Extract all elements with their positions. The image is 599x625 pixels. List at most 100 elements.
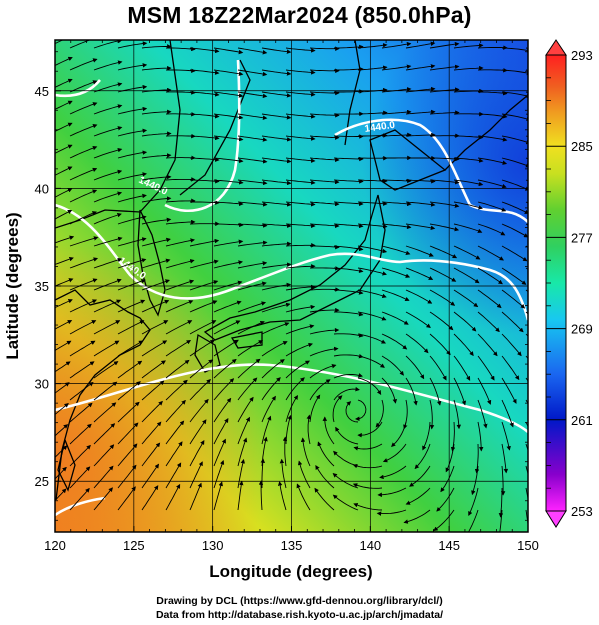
streamline <box>501 377 517 404</box>
streamline <box>405 487 431 505</box>
streamline <box>189 419 207 445</box>
streamline <box>261 241 292 247</box>
streamline <box>501 223 528 238</box>
streamline <box>381 223 412 230</box>
streamline <box>332 494 359 511</box>
streamline <box>213 300 242 313</box>
streamline <box>405 355 425 380</box>
streamline <box>261 179 292 186</box>
streamline <box>69 145 98 159</box>
streamline <box>282 436 288 467</box>
streamline <box>477 333 498 357</box>
x-axis-label: Longitude (degrees) <box>209 562 372 581</box>
streamline <box>277 481 287 511</box>
streamline <box>501 443 509 474</box>
streamline <box>381 267 411 278</box>
streamline <box>55 340 72 352</box>
streamline <box>500 465 506 496</box>
streamline <box>213 179 244 185</box>
streamline <box>333 353 364 359</box>
streamline <box>422 421 431 451</box>
contour-sw <box>55 496 106 517</box>
streamline <box>440 465 455 493</box>
streamline <box>237 340 264 357</box>
streamline <box>213 113 244 120</box>
streamline <box>69 320 97 335</box>
streamline <box>117 41 148 49</box>
streamline <box>501 399 514 428</box>
contour-1440 <box>55 203 528 321</box>
streamline <box>405 201 436 207</box>
streamline <box>237 201 268 207</box>
streamline <box>445 443 455 473</box>
streamline <box>405 179 436 184</box>
streamline <box>429 245 458 259</box>
streamline <box>335 426 359 445</box>
streamline <box>93 299 122 313</box>
streamline <box>117 193 147 203</box>
streamline <box>405 333 429 354</box>
streamline <box>237 320 265 335</box>
credit-data: Data from http://database.rish.kyoto-u.a… <box>155 609 444 621</box>
streamline <box>141 360 166 379</box>
streamline <box>55 466 67 480</box>
streamline <box>213 69 244 76</box>
streamline <box>285 47 316 53</box>
streamline <box>117 422 139 445</box>
streamline <box>477 113 508 119</box>
streamline <box>375 399 384 428</box>
streamline <box>453 267 480 284</box>
streamline <box>93 465 114 489</box>
streamline <box>69 402 93 423</box>
coastline-honshu <box>203 194 386 341</box>
streamline <box>405 377 418 406</box>
streamline <box>55 144 73 154</box>
streamline <box>166 68 196 74</box>
streamline <box>189 179 220 184</box>
streamline <box>237 223 268 228</box>
streamline <box>429 110 460 115</box>
streamline <box>93 169 123 181</box>
streamline <box>189 359 214 379</box>
streamline <box>376 509 407 516</box>
streamline <box>165 359 190 379</box>
streamline <box>93 212 122 225</box>
streamline <box>69 167 98 181</box>
streamline <box>353 443 383 451</box>
streamline <box>453 201 483 210</box>
streamline <box>55 166 73 176</box>
streamline <box>477 355 495 381</box>
streamline <box>403 509 431 524</box>
streamline <box>189 320 217 335</box>
streamline <box>165 177 196 182</box>
streamline <box>285 284 316 291</box>
streamline <box>93 340 120 357</box>
streamline <box>315 465 335 489</box>
streamline <box>55 299 73 309</box>
streamline <box>69 102 98 115</box>
streamline <box>117 360 143 379</box>
map-title: MSM 18Z22Mar2024 (850.0hPa) <box>127 2 472 28</box>
streamline <box>381 245 411 255</box>
streamline <box>477 245 504 261</box>
streamline <box>55 40 64 45</box>
streamline <box>213 260 243 269</box>
streamline <box>69 189 98 203</box>
streamline <box>382 443 407 463</box>
streamline <box>453 223 483 233</box>
streamline <box>93 444 115 467</box>
streamline <box>189 259 219 269</box>
streamline <box>279 458 287 489</box>
streamline <box>501 245 528 262</box>
streamline <box>189 135 220 141</box>
streamline <box>117 279 146 291</box>
coastline-hokkaido <box>369 129 447 191</box>
streamline <box>525 311 528 315</box>
streamline <box>93 278 122 291</box>
x-axis-ticks: 120 125 130 135 140 145 150 <box>44 40 539 553</box>
streamline <box>55 445 68 458</box>
streamline <box>333 201 364 207</box>
streamline <box>55 382 70 394</box>
x-tick-label: 125 <box>123 538 145 553</box>
